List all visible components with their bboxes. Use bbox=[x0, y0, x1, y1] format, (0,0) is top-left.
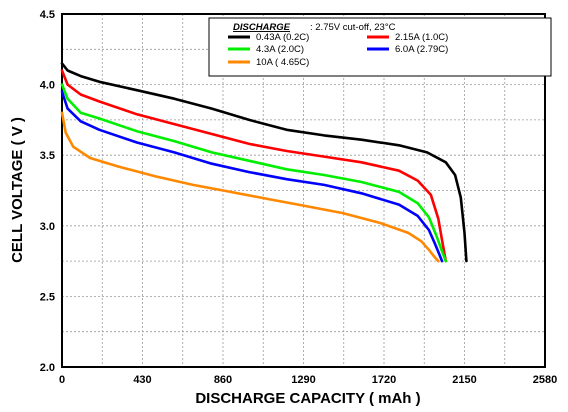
y-tick-label: 3.5 bbox=[40, 150, 55, 162]
series-line bbox=[60, 62, 468, 263]
legend-box bbox=[208, 17, 552, 77]
legend-entries: 0.43A (0.2C) 2.15A (1.0C) 4.3A (2.0C) 6.0A … bbox=[228, 32, 448, 68]
legend-entry-label: 6.0A (2.79C) bbox=[395, 44, 448, 55]
y-tick-label: 3.0 bbox=[40, 221, 55, 233]
x-tick-label: 1720 bbox=[372, 374, 396, 386]
x-tick-label: 1290 bbox=[291, 374, 315, 386]
legend-entry-label: 4.3A (2.0C) bbox=[256, 44, 304, 55]
x-tick-label: 430 bbox=[133, 374, 151, 386]
legend-entry-label: 0.43A (0.2C) bbox=[256, 32, 309, 43]
tick-labels: 0 430 860 1290 1720 2150 2580 2.0 2.5 3.0 3.5 4.0 4.… bbox=[40, 9, 558, 386]
series-line bbox=[60, 90, 444, 263]
series-line bbox=[60, 111, 440, 263]
legend-header-label: DISCHARGE bbox=[233, 22, 291, 33]
x-tick-label: 2150 bbox=[452, 374, 476, 386]
series-lines bbox=[60, 62, 468, 263]
y-tick-label: 4.5 bbox=[40, 9, 55, 21]
x-tick-label: 860 bbox=[214, 374, 232, 386]
x-tick-label: 2580 bbox=[533, 374, 557, 386]
series-line bbox=[60, 83, 448, 263]
x-tick-label: 0 bbox=[59, 374, 65, 386]
x-axis-label: DISCHARGE CAPACITY ( mAh ) bbox=[195, 390, 420, 407]
legend-header-note: : 2.75V cut-off, 23°C bbox=[310, 22, 396, 33]
series-line bbox=[60, 69, 448, 263]
plot-frame bbox=[61, 13, 546, 368]
y-tick-label: 4.0 bbox=[40, 80, 55, 92]
legend-entry-label: 2.15A (1.0C) bbox=[395, 32, 448, 43]
legend: DISCHARGE : 2.75V cut-off, 23°C 0.43A (0… bbox=[208, 17, 552, 77]
legend-entry-label: 10A ( 4.65C) bbox=[256, 57, 309, 68]
y-tick-label: 2.0 bbox=[40, 362, 55, 374]
y-tick-label: 2.5 bbox=[40, 291, 55, 303]
y-axis-label: CELL VOLTAGE ( V ) bbox=[9, 117, 26, 263]
